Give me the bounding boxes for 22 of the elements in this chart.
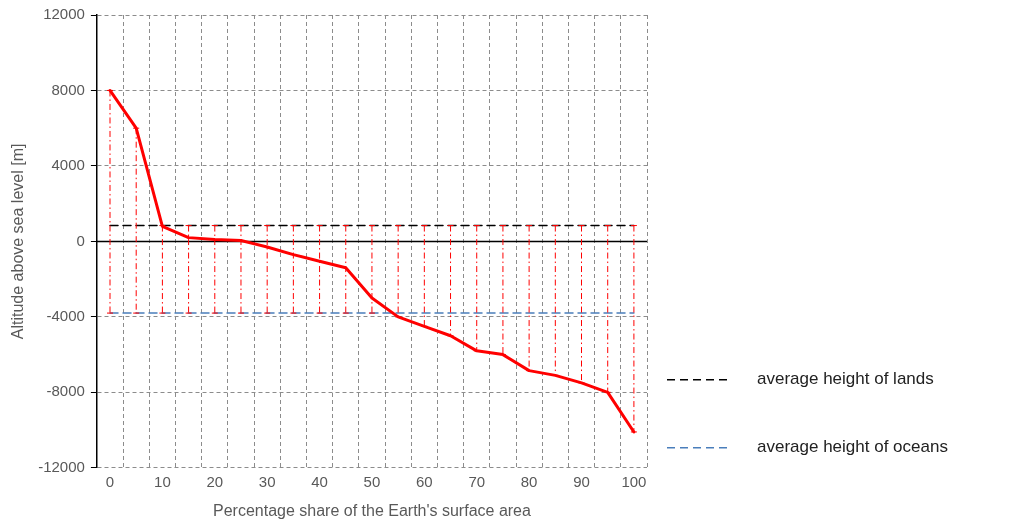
y-axis-title: Altitude above sea level [m] <box>9 143 27 340</box>
legend-label: average height of oceans <box>757 437 948 457</box>
y-tick-label: 12000 <box>43 5 85 23</box>
x-tick-label: 40 <box>311 472 328 490</box>
x-tick-label: 30 <box>258 472 276 490</box>
y-tick-label: 4000 <box>51 156 85 174</box>
x-tick-label: 70 <box>468 472 486 490</box>
x-tick-label: 100 <box>621 472 647 490</box>
x-axis-title: Percentage share of the Earth's surface area <box>213 501 532 519</box>
x-tick-label: 80 <box>520 472 538 490</box>
y-tick-label: 8000 <box>51 80 85 98</box>
x-tick-label: 10 <box>154 472 171 490</box>
y-tick-label: -8000 <box>46 382 85 400</box>
y-tick-label: -12000 <box>38 457 85 475</box>
x-tick-label: 60 <box>416 472 433 490</box>
x-tick-label: 0 <box>105 472 115 490</box>
legend-label: average height of lands <box>757 369 934 389</box>
y-tick-label: 0 <box>76 231 85 249</box>
x-tick-label: 20 <box>206 472 224 490</box>
x-tick-label: 90 <box>573 472 590 490</box>
y-tick-label: -4000 <box>46 307 85 325</box>
x-tick-label: 50 <box>363 472 381 490</box>
